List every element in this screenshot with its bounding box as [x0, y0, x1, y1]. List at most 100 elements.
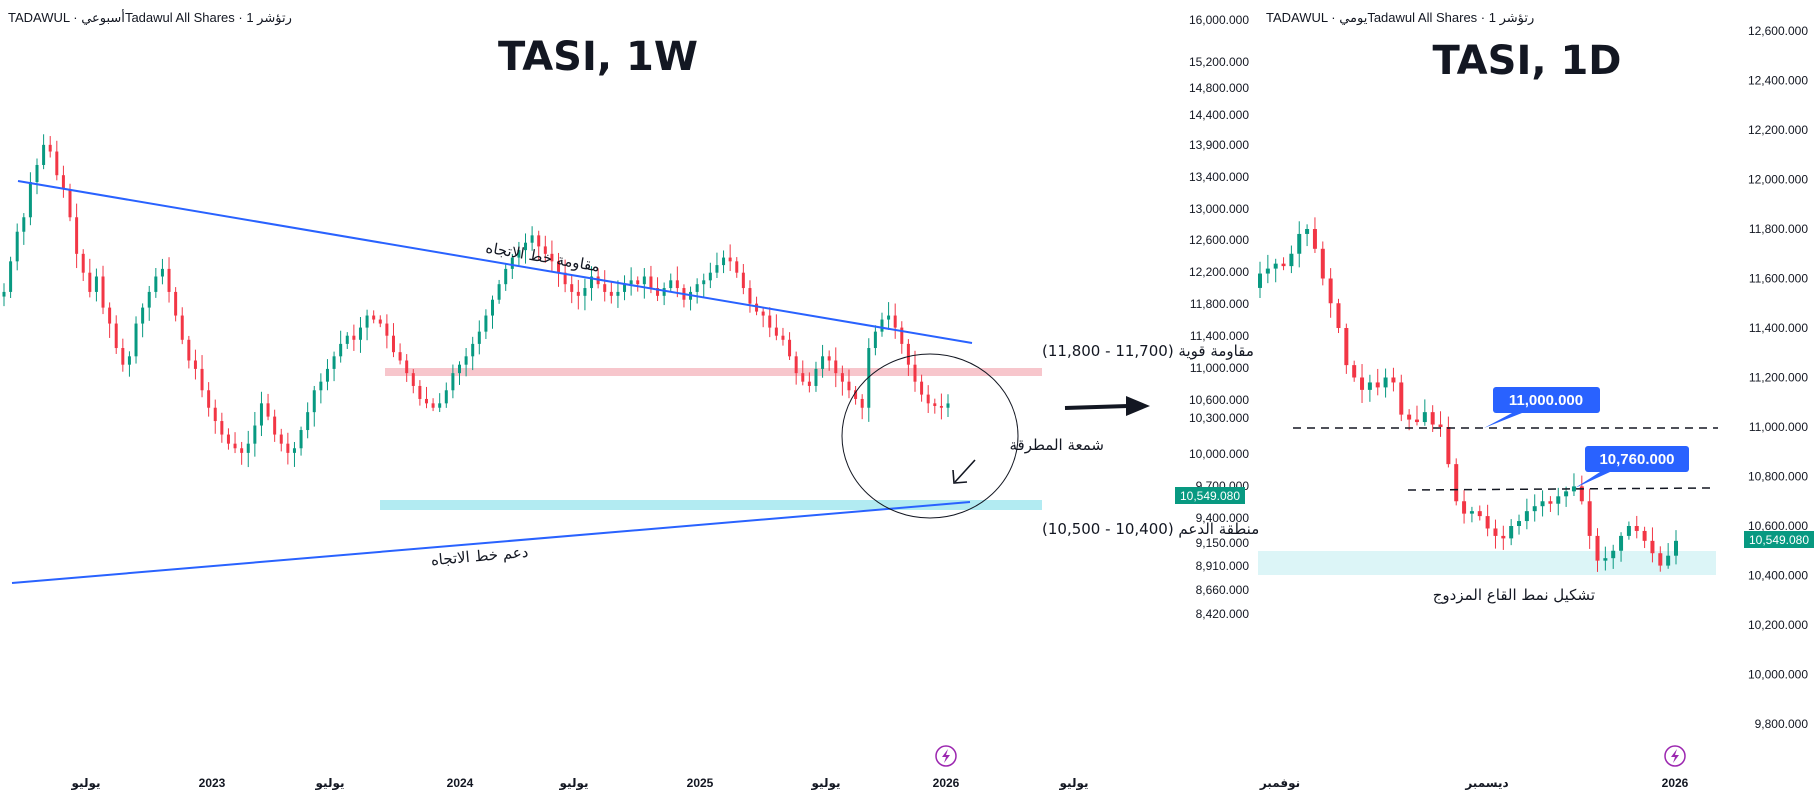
candle	[524, 233, 528, 264]
transition-arrow-icon	[1064, 396, 1150, 416]
candle	[1674, 530, 1678, 565]
candle	[1517, 514, 1522, 535]
candle	[154, 267, 158, 298]
candle	[570, 275, 574, 304]
candle	[240, 441, 244, 465]
candle	[200, 355, 204, 398]
hammer-arrow-head-icon	[952, 469, 968, 484]
trend-support-line	[11, 501, 971, 584]
candle	[352, 324, 356, 351]
candle	[728, 244, 732, 272]
candle	[887, 302, 891, 330]
candle	[141, 303, 145, 338]
candle	[1642, 526, 1647, 549]
left-price-badge-bg	[1175, 487, 1245, 504]
candle	[1312, 217, 1317, 254]
candle	[438, 393, 442, 413]
candle	[187, 335, 191, 369]
candle	[689, 286, 693, 311]
candle	[451, 364, 455, 399]
left-lightning-icon[interactable]	[935, 745, 957, 767]
hammer-circle	[841, 353, 1019, 519]
candle	[1469, 506, 1474, 523]
candle	[642, 268, 646, 299]
candle	[312, 385, 316, 427]
candle	[662, 282, 666, 306]
candle	[920, 374, 924, 402]
candle	[609, 281, 613, 304]
candle	[167, 257, 171, 303]
right-y-tick: 12,000.000	[1748, 173, 1808, 187]
candle	[497, 279, 501, 304]
candle	[48, 136, 52, 158]
candle	[160, 258, 164, 285]
candle	[636, 276, 640, 292]
candle	[583, 278, 587, 311]
candle	[748, 280, 752, 313]
candle	[477, 320, 481, 355]
resistance-zone	[385, 368, 1042, 376]
candle	[900, 321, 904, 354]
right-y-tick: 10,400.000	[1748, 569, 1808, 583]
right-x-tick: 2026	[1662, 776, 1689, 790]
candle	[1579, 475, 1584, 505]
level-high-callout: 11,000.000	[1484, 387, 1600, 428]
right-lightning-icon[interactable]	[1664, 745, 1686, 767]
candle	[867, 338, 871, 422]
level-high-label: 11,000.000	[1509, 392, 1583, 409]
candle	[880, 312, 884, 337]
candle	[213, 399, 217, 434]
candle	[590, 266, 594, 301]
candle	[629, 267, 633, 296]
candle	[1485, 504, 1490, 537]
weekly-candles	[2, 134, 950, 468]
candle	[801, 360, 805, 386]
right-y-tick: 10,800.000	[1748, 470, 1808, 484]
candle	[1407, 409, 1412, 431]
candle	[1477, 505, 1482, 521]
left-x-tick: يوليو	[559, 776, 589, 791]
candle	[325, 359, 329, 391]
candle	[1328, 268, 1333, 318]
right-price-badge: 10,549.080	[1749, 533, 1809, 547]
left-x-tick: 2023	[199, 776, 226, 790]
left-y-tick: 16,000.000	[1189, 13, 1249, 27]
candle	[385, 314, 389, 349]
left-y-tick: 14,800.000	[1189, 81, 1249, 95]
candle	[913, 350, 917, 392]
candle	[266, 393, 270, 421]
left-y-tick: 8,660.000	[1196, 583, 1250, 597]
candle	[9, 256, 13, 298]
left-x-tick: يوليو	[71, 776, 101, 791]
left-x-tick: 2026	[933, 776, 960, 790]
right-y-tick: 12,200.000	[1748, 123, 1808, 137]
strong-resistance-label: مقاومة قوية (11,700 - 11,800)	[1042, 342, 1254, 360]
candle	[418, 380, 422, 406]
candle	[464, 348, 468, 377]
candle	[319, 373, 323, 404]
candle	[35, 158, 39, 195]
candle	[715, 252, 719, 279]
left-y-tick: 12,600.000	[1189, 233, 1249, 247]
candle	[1391, 367, 1396, 392]
candle	[504, 263, 508, 291]
candle	[735, 257, 739, 278]
left-x-tick: يوليو	[315, 776, 345, 791]
level-low-line	[1407, 487, 1711, 491]
candle	[926, 385, 930, 414]
candle	[1666, 543, 1671, 569]
candle	[939, 393, 943, 420]
right-y-tick: 10,000.000	[1748, 668, 1808, 682]
candle	[695, 278, 699, 304]
candle	[1265, 254, 1270, 284]
left-y-tick: 15,200.000	[1189, 55, 1249, 69]
left-panel: TADAWUL · أسبوعيTadawul All Shares · 1 ر…	[2, 9, 1259, 791]
candle	[1360, 364, 1365, 403]
candle	[55, 140, 59, 181]
candle	[306, 402, 310, 439]
candle	[873, 325, 877, 356]
right-x-tick: نوفمبر	[1259, 776, 1300, 791]
candle	[88, 258, 92, 298]
candle	[1438, 411, 1443, 437]
left-x-tick: 2025	[687, 776, 714, 790]
